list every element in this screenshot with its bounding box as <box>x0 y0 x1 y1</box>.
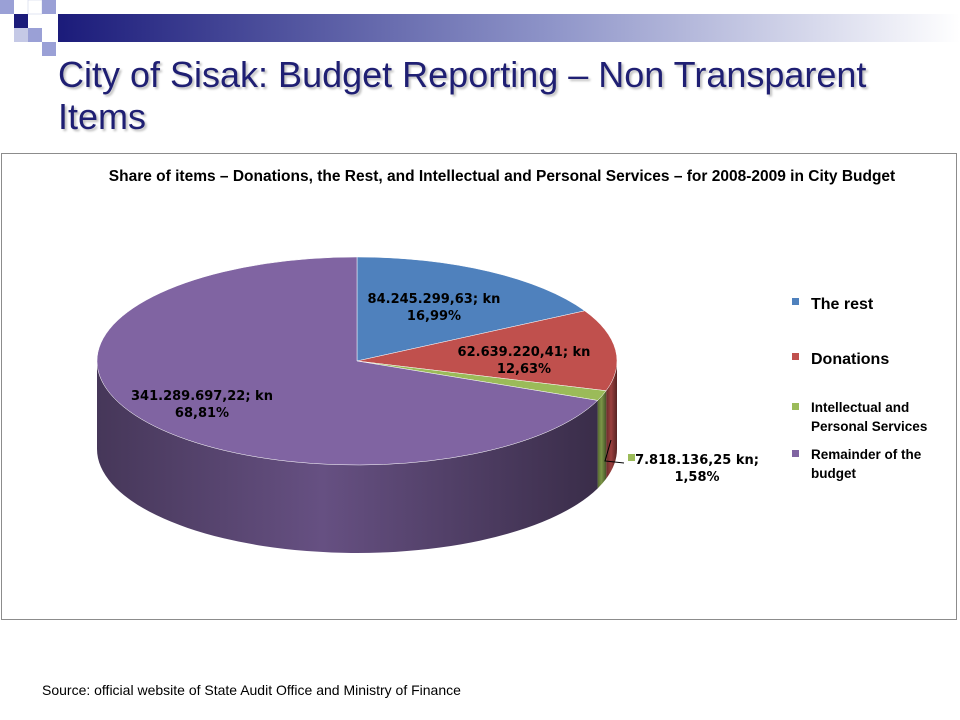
legend-item: Donations <box>792 349 889 370</box>
legend-label: Donations <box>811 351 890 368</box>
header-decoration <box>0 0 960 56</box>
legend-swatch <box>792 353 799 360</box>
pie-side-remainder-of-the-budget <box>97 361 598 554</box>
deco-square <box>28 28 42 42</box>
pie-slice-remainder-of-the-budget <box>96 256 599 466</box>
legend-item: Intellectual and Personal Services <box>792 399 927 436</box>
deco-square <box>0 0 14 14</box>
data-label-donations: 62.639.220,41; kn 12,63% <box>458 345 591 377</box>
legend-label: Intellectual and Personal Services <box>811 400 928 434</box>
legend-item: Remainder of the budget <box>792 446 921 483</box>
pie-slice-the-rest <box>356 256 586 362</box>
pie-chart: 84.245.299,63; kn 16,99% 62.639.220,41; kn… <box>96 256 759 554</box>
chart-frame: Share of items – Donations, the Rest, an… <box>1 153 957 620</box>
slide-title: City of Sisak: Budget Reporting – Non Tr… <box>58 54 867 137</box>
leader-marker <box>628 454 635 461</box>
pie-slice-donations <box>356 310 618 391</box>
deco-square <box>14 28 28 42</box>
legend-label: Remainder of the budget <box>811 447 922 481</box>
deco-square <box>27 0 43 15</box>
deco-square <box>42 0 56 14</box>
legend-swatch <box>792 450 799 457</box>
pie-side-intellectual-and-personal-services <box>597 390 607 489</box>
deco-square <box>42 42 56 56</box>
deco-square <box>14 14 28 28</box>
leader-line <box>604 439 625 464</box>
legend-swatch <box>792 298 799 305</box>
legend-item: The rest <box>792 294 873 315</box>
legend-label: The rest <box>811 296 874 313</box>
source-note: Source: official website of State Audit … <box>42 682 461 698</box>
chart-title: Share of items – Donations, the Rest, an… <box>108 168 896 185</box>
data-label-remainder-of-the-budget: 341.289.697,22; kn 68,81% <box>131 389 273 421</box>
header-gradient-bar <box>58 14 960 42</box>
data-label-the-rest: 84.245.299,63; kn 16,99% <box>368 292 501 324</box>
legend-swatch <box>792 403 799 410</box>
data-label-intellectual-and-personal-services: 7.818.136,25 kn; 1,58% <box>635 453 759 485</box>
